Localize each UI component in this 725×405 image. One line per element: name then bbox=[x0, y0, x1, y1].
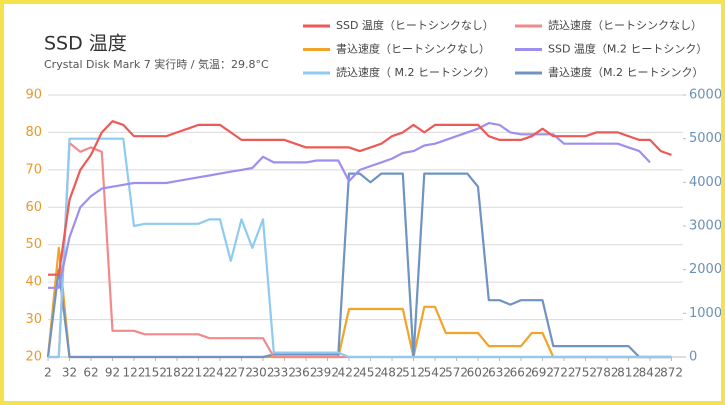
chart-title: SSD 温度 bbox=[44, 33, 127, 55]
series-line bbox=[48, 120, 672, 276]
legend-label: 書込速度（M.2 ヒートシンク） bbox=[548, 65, 703, 79]
x-tick-label: 122 bbox=[123, 366, 146, 380]
y2-tick-label: 5000 bbox=[689, 131, 721, 146]
series-line bbox=[48, 137, 672, 359]
x-tick-label: 32 bbox=[62, 366, 77, 380]
x-tick-label: 332 bbox=[273, 366, 296, 380]
x-tick-label: 782 bbox=[596, 366, 619, 380]
x-tick-label: 842 bbox=[639, 366, 662, 380]
y2-tick-label: 3000 bbox=[689, 219, 721, 234]
x-tick-label: 812 bbox=[617, 366, 640, 380]
x-tick-label: 242 bbox=[209, 366, 232, 380]
x-tick-label: 182 bbox=[166, 366, 189, 380]
legend-label: SSD 温度（ヒートシンクなし） bbox=[336, 18, 494, 32]
x-tick-label: 542 bbox=[424, 366, 447, 380]
y-tick-label: 30 bbox=[25, 312, 42, 327]
legend-label: 読込速度（ M.2 ヒートシンク） bbox=[336, 65, 495, 79]
x-tick-label: 662 bbox=[510, 366, 533, 380]
legend-label: 書込速度（ヒートシンクなし） bbox=[336, 42, 490, 56]
series-line bbox=[48, 141, 672, 359]
x-tick-label: 482 bbox=[381, 366, 404, 380]
x-tick-label: 692 bbox=[531, 366, 554, 380]
y2-tick-label: 6000 bbox=[689, 88, 721, 103]
y-tick-label: 90 bbox=[25, 88, 42, 103]
y2-tick-label: 1000 bbox=[689, 306, 721, 321]
legend-label: SSD 温度（M.2 ヒートシンク） bbox=[548, 42, 707, 56]
legend-label: 読込速度（ヒートシンクなし） bbox=[548, 18, 702, 32]
x-tick-label: 152 bbox=[144, 366, 167, 380]
y-tick-label: 50 bbox=[25, 237, 42, 252]
chart-subtitle: Crystal Disk Mark 7 実行時 / 気温：29.8°C bbox=[44, 57, 269, 71]
x-tick-label: 62 bbox=[83, 366, 98, 380]
x-tick-label: 392 bbox=[316, 366, 339, 380]
y2-tick-label: 4000 bbox=[689, 175, 721, 190]
x-tick-label: 92 bbox=[105, 366, 120, 380]
x-tick-label: 272 bbox=[230, 366, 253, 380]
x-tick-label: 572 bbox=[445, 366, 468, 380]
y2-tick-label: 2000 bbox=[689, 262, 721, 277]
y-tick-label: 40 bbox=[25, 275, 42, 290]
series-line bbox=[46, 172, 672, 359]
chart: SSD 温度 Crystal Disk Mark 7 実行時 / 気温：29.8… bbox=[25, 18, 721, 380]
y2-tick-label: 0 bbox=[689, 350, 697, 365]
x-tick-label: 422 bbox=[338, 366, 361, 380]
x-tick-label: 512 bbox=[402, 366, 425, 380]
x-tick-label: 212 bbox=[187, 366, 210, 380]
x-tick-label: 752 bbox=[574, 366, 597, 380]
y-tick-label: 70 bbox=[25, 162, 42, 177]
series-line bbox=[46, 246, 672, 359]
x-tick-label: 2 bbox=[44, 366, 52, 380]
x-tick-label: 602 bbox=[467, 366, 490, 380]
y-tick-label: 60 bbox=[25, 200, 42, 215]
y-tick-label: 80 bbox=[25, 125, 42, 140]
x-tick-label: 452 bbox=[359, 366, 382, 380]
x-tick-label: 362 bbox=[295, 366, 318, 380]
x-tick-label: 302 bbox=[252, 366, 275, 380]
x-tick-label: 632 bbox=[488, 366, 511, 380]
x-tick-label: 722 bbox=[553, 366, 576, 380]
x-tick-label: 872 bbox=[660, 366, 683, 380]
y-tick-label: 20 bbox=[25, 350, 42, 365]
